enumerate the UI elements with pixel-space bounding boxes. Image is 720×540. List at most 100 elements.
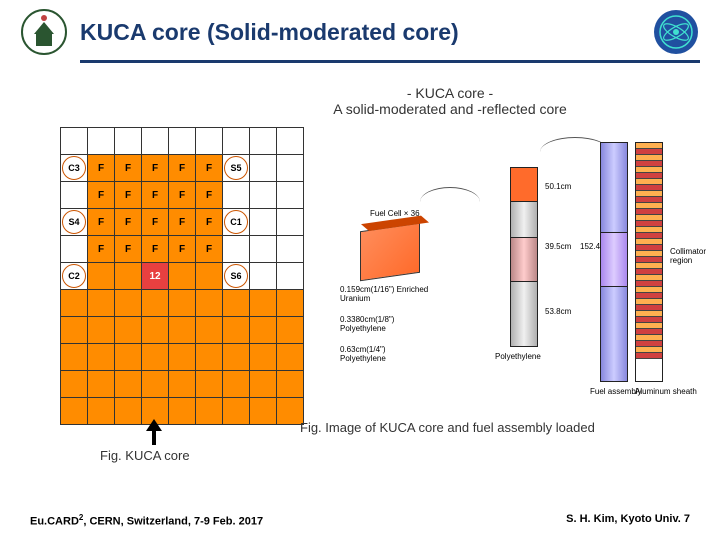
grid-cell [115,371,141,397]
grid-cell [115,128,141,154]
grid-cell [223,371,249,397]
grid-cell: F [196,209,222,235]
grid-cell: F [88,209,114,235]
collimator-label: Collimator region [670,247,720,265]
subtitle-line2: A solid-moderated and -reflected core [333,101,566,117]
grid-cell [223,398,249,424]
assembly-figure: Fuel Cell × 36 0.159cm(1/16") Enriched U… [340,127,700,417]
grid-cell [277,371,303,397]
grid-cell [61,317,87,343]
grid-cell: F [169,236,195,262]
grid-cell [169,317,195,343]
grid-cell [277,263,303,289]
grid-cell: F [115,236,141,262]
grid-cell [250,182,276,208]
grid-cell: F [88,182,114,208]
grid-cell [196,371,222,397]
assembly-col1-top [510,167,538,202]
grid-cell [196,263,222,289]
grid-cell: S4 [61,209,87,235]
grid-cell: F [196,182,222,208]
assembly-col2-mid [600,232,628,287]
slide-header: KUCA core (Solid-moderated core) [0,0,720,56]
grid-cell: F [88,155,114,181]
grid-cell [196,317,222,343]
grid-cell: F [142,155,168,181]
grid-cell [196,290,222,316]
grid-cell: F [169,155,195,181]
grid-cell [196,128,222,154]
grid-cell [61,128,87,154]
grid-cell: C2 [61,263,87,289]
grid-cell [250,344,276,370]
grid-cell [250,398,276,424]
grid-cell [88,263,114,289]
grid-cell: F [115,209,141,235]
core-grid: C3FFFFFS5FFFFFS4FFFFFC1FFFFFC212S6 [60,127,304,425]
grid-cell: F [142,236,168,262]
grid-cell: S5 [223,155,249,181]
fuel-cell-block [360,223,420,281]
grid-cell [61,236,87,262]
grid-cell [88,371,114,397]
enriched-u-label: 0.159cm(1/16") Enriched Uranium [340,285,430,303]
grid-cell [250,371,276,397]
curve-arrow-1 [420,187,480,217]
dim-bot: 53.8cm [545,307,571,316]
aluminum-label: Aluminum sheath [635,387,697,396]
grid-cell [277,236,303,262]
grid-cell [142,290,168,316]
grid-cell: F [115,182,141,208]
grid-cell [61,290,87,316]
grid-cell [250,236,276,262]
grid-cell [169,398,195,424]
grid-cell [223,290,249,316]
grid-cell [223,182,249,208]
grid-cell [277,290,303,316]
assembly-col1-mid [510,237,538,282]
grid-cell [88,128,114,154]
grid-cell: F [196,236,222,262]
poly-thick-label: 0.3380cm(1/8") Polyethylene [340,315,430,333]
grid-cell [169,290,195,316]
grid-cell [223,317,249,343]
grid-cell: F [169,182,195,208]
subtitle: - KUCA core - A solid-moderated and -ref… [180,85,720,117]
beam-arrow-stem [152,429,156,445]
grid-cell [142,371,168,397]
grid-cell [196,344,222,370]
grid-cell [223,236,249,262]
grid-cell [61,398,87,424]
core-grid-figure: C3FFFFFS5FFFFFS4FFFFFC1FFFFFC212S6 [60,127,310,417]
grid-cell [250,317,276,343]
grid-cell [223,128,249,154]
grid-cell [277,317,303,343]
grid-cell [196,398,222,424]
grid-cell [250,128,276,154]
grid-cell: F [142,182,168,208]
dim-mid: 39.5cm [545,242,571,251]
grid-cell: F [88,236,114,262]
footer-left: Eu.CARD2, CERN, Switzerland, 7-9 Feb. 20… [30,513,263,528]
grid-cell [115,344,141,370]
footer-right: S. H. Kim, Kyoto Univ. 7 [566,513,690,528]
grid-cell [277,155,303,181]
grid-cell [277,209,303,235]
grid-cell: C3 [61,155,87,181]
dim-top: 50.1cm [545,182,571,191]
grid-cell [277,182,303,208]
grid-cell [115,398,141,424]
grid-cell: C1 [223,209,249,235]
footer-left-b: , CERN, Switzerland, 7-9 Feb. 2017 [83,516,263,528]
grid-cell [88,290,114,316]
grid-cell [169,128,195,154]
grid-cell [250,263,276,289]
grid-cell: 12 [142,263,168,289]
grid-cell [169,263,195,289]
slide-title: KUCA core (Solid-moderated core) [68,19,652,46]
grid-cell [250,209,276,235]
grid-cell [115,263,141,289]
grid-cell [277,344,303,370]
content-area: C3FFFFFS5FFFFFS4FFFFFC1FFFFFC212S6 Fuel … [0,117,720,417]
fuel-cell-label: Fuel Cell × 36 [370,209,420,218]
